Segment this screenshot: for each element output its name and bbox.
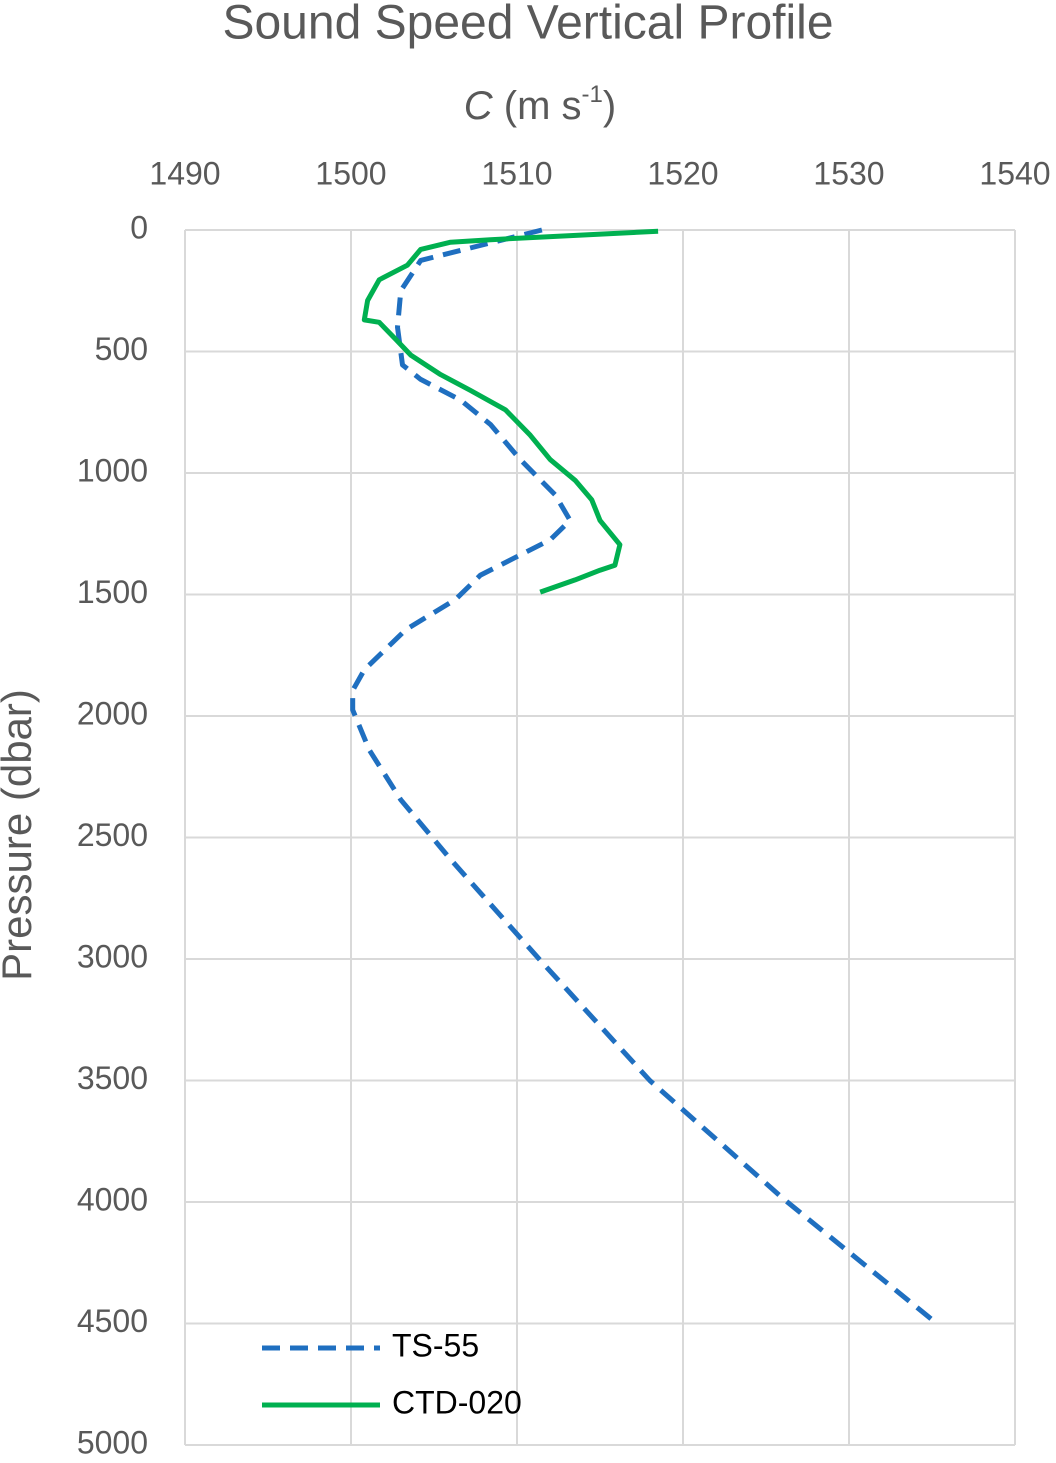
y-axis-label: Pressure (dbar) (0, 689, 40, 981)
y-tick-label: 4000 (77, 1181, 148, 1217)
y-tick-label: 500 (95, 331, 148, 367)
y-tick-label: 1000 (77, 452, 148, 488)
y-tick-label: 3500 (77, 1060, 148, 1096)
series-line (361, 228, 659, 595)
series-line (350, 227, 937, 1325)
x-tick-label: 1540 (979, 155, 1050, 191)
x-tick-label: 1520 (647, 155, 718, 191)
y-tick-label: 4500 (77, 1303, 148, 1339)
x-label-unit: (m s (504, 84, 582, 128)
y-tick-label: 0 (130, 209, 148, 245)
y-tick-label: 3000 (77, 938, 148, 974)
x-tick-label: 1490 (149, 155, 220, 191)
legend-label: TS-55 (392, 1327, 479, 1363)
x-label-sup: -1 (582, 81, 603, 108)
y-tick-label: 1500 (77, 574, 148, 610)
y-tick-label: 2000 (77, 695, 148, 731)
legend-label: CTD-020 (392, 1384, 522, 1420)
x-tick-label: 1510 (481, 155, 552, 191)
x-label-close: ) (603, 84, 616, 128)
y-tick-label: 2500 (77, 817, 148, 853)
x-axis-label: C (m s-1) (464, 81, 616, 127)
x-tick-label: 1500 (315, 155, 386, 191)
x-tick-label: 1530 (813, 155, 884, 191)
y-tick-label: 5000 (77, 1424, 148, 1458)
x-label-symbol: C (464, 84, 494, 128)
chart-title: Sound Speed Vertical Profile (222, 0, 833, 50)
